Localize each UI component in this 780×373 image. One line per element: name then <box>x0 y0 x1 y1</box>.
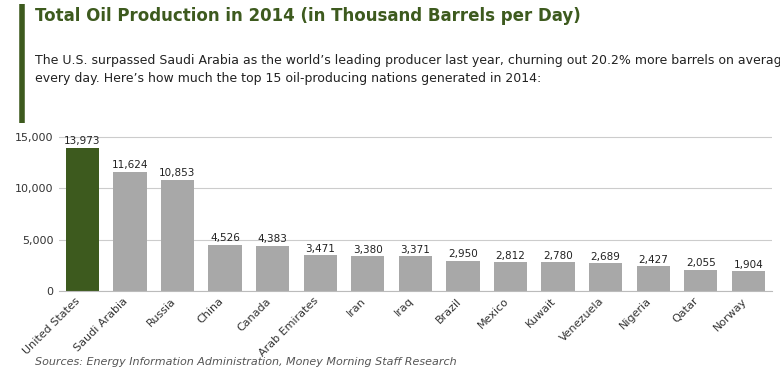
Text: Total Oil Production in 2014 (in Thousand Barrels per Day): Total Oil Production in 2014 (in Thousan… <box>35 7 581 25</box>
Text: 10,853: 10,853 <box>159 168 196 178</box>
Text: 4,383: 4,383 <box>257 235 288 244</box>
Bar <box>541 263 575 291</box>
Bar <box>636 266 670 291</box>
Bar <box>589 263 622 291</box>
Text: 2,812: 2,812 <box>495 251 526 261</box>
Bar <box>161 180 194 291</box>
Text: 1,904: 1,904 <box>733 260 764 270</box>
Text: 4,526: 4,526 <box>210 233 240 243</box>
Bar <box>113 172 147 291</box>
Bar <box>684 270 718 291</box>
Bar <box>732 272 765 291</box>
Text: 2,055: 2,055 <box>686 258 716 268</box>
Bar <box>303 256 337 291</box>
Text: 11,624: 11,624 <box>112 160 148 170</box>
Bar <box>446 261 480 291</box>
Bar <box>351 256 385 291</box>
Text: 3,371: 3,371 <box>400 245 431 255</box>
Bar <box>66 148 99 291</box>
Text: 13,973: 13,973 <box>64 136 101 146</box>
Text: 3,380: 3,380 <box>353 245 383 255</box>
Text: 3,471: 3,471 <box>305 244 335 254</box>
Text: The U.S. surpassed Saudi Arabia as the world’s leading producer last year, churn: The U.S. surpassed Saudi Arabia as the w… <box>35 54 780 85</box>
Text: 2,689: 2,689 <box>590 252 621 262</box>
Bar <box>399 256 432 291</box>
Bar <box>208 245 242 291</box>
Bar <box>494 262 527 291</box>
Text: 2,427: 2,427 <box>638 254 668 264</box>
Bar <box>256 246 289 291</box>
Text: Sources: Energy Information Administration, Money Morning Staff Research: Sources: Energy Information Administrati… <box>35 357 457 367</box>
Text: 2,950: 2,950 <box>448 249 478 259</box>
Text: 2,780: 2,780 <box>543 251 573 261</box>
